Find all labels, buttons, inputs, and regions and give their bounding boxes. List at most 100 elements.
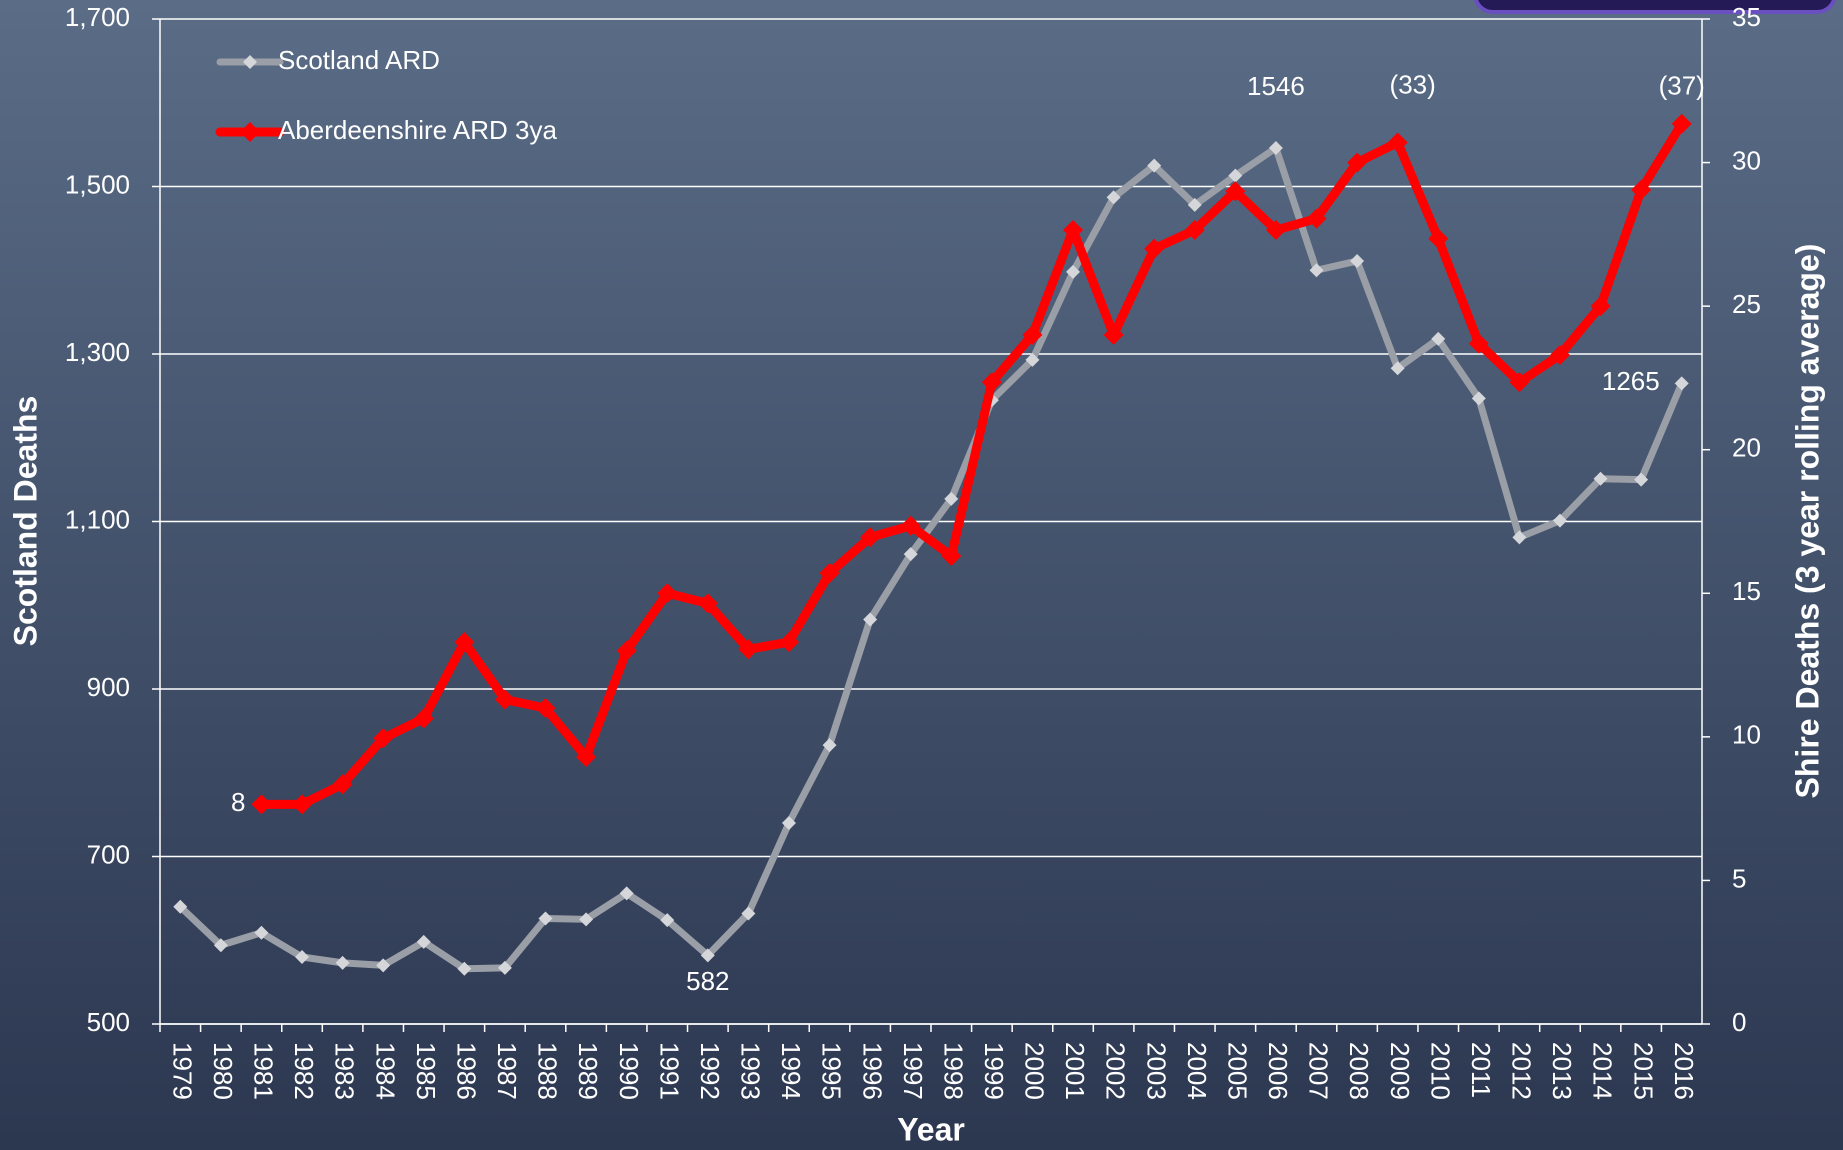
marker [1552, 513, 1567, 528]
marker [778, 632, 799, 653]
x-tick-label: 1988 [533, 1042, 563, 1100]
y2-tick-label: 30 [1732, 145, 1761, 175]
x-tick-label: 1998 [938, 1042, 968, 1100]
marker [863, 612, 878, 627]
legend-label: Scotland ARD [278, 45, 440, 75]
marker [1066, 264, 1081, 279]
y2-tick-label: 0 [1732, 1007, 1746, 1037]
marker [535, 698, 556, 719]
marker [295, 950, 310, 964]
x-tick-label: 1994 [776, 1042, 806, 1100]
marker [1265, 220, 1286, 241]
marker [819, 563, 840, 584]
marker [697, 593, 718, 614]
y-axis-title: Scotland Deaths [7, 396, 43, 647]
marker [903, 547, 918, 562]
marker [1387, 132, 1408, 153]
x-tick-label: 2003 [1141, 1042, 1171, 1100]
y2-axis-title: Shire Deaths (3 year rolling average) [1789, 244, 1825, 799]
legend-marker [243, 55, 257, 69]
x-tick-label: 2000 [1020, 1042, 1050, 1100]
marker [1103, 324, 1124, 345]
y-tick-label: 1,100 [65, 504, 130, 534]
y-tick-label: 700 [87, 839, 130, 869]
marker [1431, 331, 1446, 346]
marker [457, 961, 472, 976]
marker [1631, 179, 1652, 200]
marker [254, 925, 269, 940]
x-tick-label: 1991 [654, 1042, 684, 1100]
marker [1022, 324, 1043, 345]
marker [1228, 168, 1243, 183]
marker [1512, 530, 1527, 545]
x-tick-label: 1993 [736, 1042, 766, 1100]
marker [335, 955, 350, 970]
marker [738, 639, 759, 660]
marker [173, 899, 188, 914]
legend-marker [240, 122, 260, 142]
marker [1309, 263, 1324, 278]
marker [1549, 344, 1570, 365]
x-tick-label: 2011 [1466, 1042, 1496, 1098]
marker [1025, 352, 1040, 367]
x-tick-label: 1992 [695, 1042, 725, 1100]
x-tick-label: 1986 [451, 1042, 481, 1100]
x-tick-label: 2004 [1182, 1042, 1212, 1100]
x-tick-label: 1990 [614, 1042, 644, 1100]
x-tick-label: 2008 [1344, 1042, 1374, 1100]
marker [1144, 238, 1165, 259]
x-tick-label: 1996 [857, 1042, 887, 1100]
marker [700, 948, 715, 963]
marker [213, 938, 228, 953]
x-tick-label: 1997 [898, 1042, 928, 1100]
x-tick-label: 1979 [167, 1042, 197, 1100]
marker [1187, 197, 1202, 212]
y-tick-label: 1,300 [65, 337, 130, 367]
x-axis-title: Year [897, 1111, 965, 1147]
x-tick-label: 2005 [1222, 1042, 1252, 1100]
marker [900, 515, 921, 536]
y-tick-label: 1,700 [65, 2, 130, 32]
y2-tick-label: 10 [1732, 720, 1761, 750]
marker [1106, 190, 1121, 205]
marker [497, 960, 512, 975]
marker [741, 906, 756, 921]
x-tick-label: 1995 [817, 1042, 847, 1100]
x-tick-label: 1984 [370, 1042, 400, 1100]
x-tick-label: 2013 [1547, 1042, 1577, 1100]
x-tick-label: 2016 [1669, 1042, 1699, 1100]
x-tick-label: 2007 [1304, 1042, 1334, 1100]
marker [413, 708, 434, 729]
annotation: 8 [231, 787, 245, 817]
marker [1390, 361, 1405, 376]
y2-tick-label: 20 [1732, 433, 1761, 463]
x-tick-label: 2001 [1060, 1042, 1090, 1100]
legend-label: Aberdeenshire ARD 3ya [278, 115, 557, 145]
marker [1225, 181, 1246, 202]
x-tick-label: 1980 [208, 1042, 238, 1100]
marker [1671, 113, 1692, 134]
marker [538, 911, 553, 926]
x-tick-label: 2015 [1628, 1042, 1658, 1100]
series-line [177, 144, 1685, 973]
marker [1306, 208, 1327, 229]
marker [619, 886, 634, 901]
marker [1428, 228, 1449, 249]
series-line [261, 121, 1686, 809]
marker [1590, 296, 1611, 317]
marker [579, 912, 594, 927]
annotation: (33) [1390, 69, 1436, 99]
marker [1350, 254, 1365, 269]
marker [376, 958, 391, 973]
marker [941, 545, 962, 566]
marker [944, 491, 959, 506]
marker [332, 774, 353, 795]
x-tick-label: 1981 [249, 1042, 279, 1100]
marker [373, 728, 394, 749]
x-tick-label: 1987 [492, 1042, 522, 1100]
marker [660, 913, 675, 928]
y2-tick-label: 35 [1732, 2, 1761, 32]
marker [1509, 372, 1530, 393]
marker [860, 527, 881, 548]
